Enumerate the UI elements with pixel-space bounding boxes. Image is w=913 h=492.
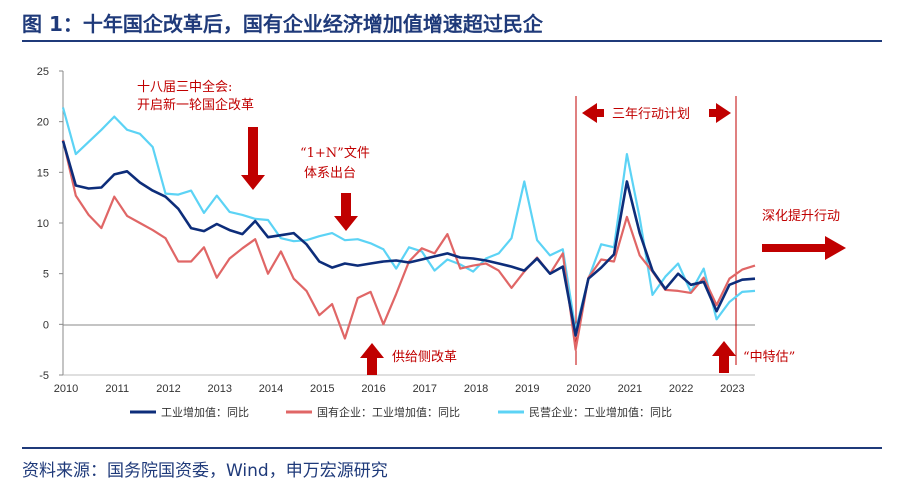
y-tick-label: 0: [43, 319, 49, 331]
annotation-three-year: 三年行动计划: [612, 107, 690, 122]
x-tick-label: 2014: [259, 383, 283, 395]
x-tick-label: 2013: [208, 383, 232, 395]
x-tick-label: 2019: [515, 383, 539, 395]
arrow-up-valuation-icon: [712, 341, 736, 373]
x-tick-label: 2018: [464, 383, 488, 395]
x-tick-label: 2016: [361, 383, 385, 395]
annotation-deepen: 深化提升行动: [762, 208, 840, 224]
annotation-valuation: “中特估”: [743, 350, 795, 365]
arrow-right-deepen-icon: [762, 236, 846, 260]
page-title: 图 1：十年国企改革后，国有企业经济增加值增速超过民企: [22, 12, 543, 36]
y-tick-label: -5: [39, 370, 49, 382]
annotation-onen-line2: 体系出台: [304, 166, 356, 181]
annotation-reform-line2: 开启新一轮国企改革: [137, 97, 254, 113]
x-tick-label: 2021: [618, 383, 642, 395]
legend-label-private: 民营企业：工业增加值：同比: [529, 405, 672, 419]
footer-divider: [22, 447, 882, 449]
series-line-total: [61, 140, 756, 337]
legend-label-state: 国有企业：工业增加值：同比: [317, 405, 460, 419]
legend-label-total: 工业增加值：同比: [161, 405, 249, 419]
arrow-down-onen-icon: [334, 193, 358, 231]
arrow-down-reform-icon: [241, 127, 265, 190]
arrow-right-three-year-icon: [709, 103, 731, 123]
y-tick-label: 10: [37, 218, 49, 230]
annotation-onen-line1: “1+N”文件: [300, 146, 370, 161]
x-tick-label: 2022: [669, 383, 693, 395]
x-tick-label: 2023: [720, 383, 744, 395]
title-divider: [22, 40, 882, 42]
y-tick-label: 20: [37, 117, 49, 129]
x-tick-label: 2015: [310, 383, 334, 395]
x-tick-label: 2017: [413, 383, 437, 395]
legend: 工业增加值：同比 国有企业：工业增加值：同比 民营企业：工业增加值：同比: [130, 405, 672, 419]
y-tick-label: 15: [37, 167, 49, 179]
x-tick-label: 2020: [566, 383, 590, 395]
y-tick-label: 25: [37, 66, 49, 78]
series-line-state: [61, 139, 756, 351]
annotation-supply-side: 供给侧改革: [392, 350, 457, 365]
x-tick-label: 2012: [156, 383, 180, 395]
x-tick-label: 2010: [54, 383, 78, 395]
y-tick-label: 5: [43, 269, 49, 281]
series-line-private: [61, 107, 756, 332]
annotation-reform-line1: 十八届三中全会:: [137, 79, 232, 95]
x-tick-label: 2011: [105, 383, 129, 395]
arrow-left-three-year-icon: [582, 103, 604, 123]
source-note: 资料来源：国务院国资委，Wind，申万宏源研究: [22, 461, 388, 481]
arrow-up-supply-icon: [360, 343, 384, 375]
